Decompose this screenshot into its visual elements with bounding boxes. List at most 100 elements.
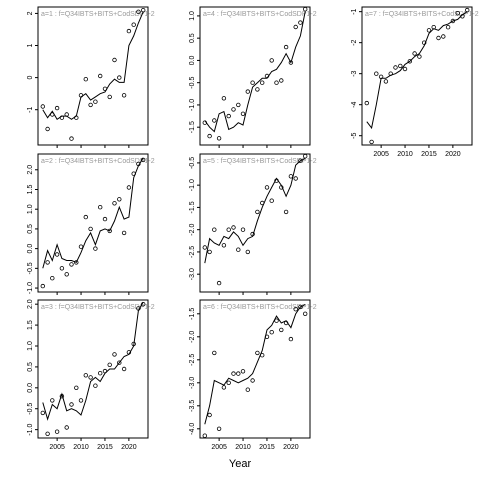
data-point bbox=[112, 201, 117, 206]
data-point bbox=[250, 378, 255, 383]
data-point bbox=[264, 185, 270, 190]
data-point bbox=[107, 362, 112, 367]
y-tick-label: -1.5 bbox=[189, 308, 196, 320]
x-tick-label: 2020 bbox=[121, 444, 137, 451]
data-point bbox=[383, 79, 389, 84]
data-point bbox=[283, 44, 289, 50]
data-point bbox=[231, 225, 236, 230]
data-point bbox=[202, 120, 207, 125]
y-tick-label: 1.5 bbox=[27, 185, 34, 195]
data-point bbox=[202, 433, 207, 438]
data-point bbox=[240, 111, 246, 116]
y-tick-label: 0.5 bbox=[27, 224, 34, 234]
y-tick-label: -2.5 bbox=[189, 246, 196, 258]
data-point bbox=[107, 228, 112, 234]
panel-a6: a=6 : f=Q34IBTS+BITS+CodSDP1-2 -4.0 -3.5 -3… bbox=[189, 299, 317, 451]
data-point bbox=[264, 73, 270, 79]
y-tick-label: -4 bbox=[351, 101, 358, 107]
data-point bbox=[212, 118, 217, 123]
data-point bbox=[283, 320, 289, 326]
data-point bbox=[274, 318, 279, 323]
y-tick-label: -1.0 bbox=[189, 179, 196, 191]
data-point bbox=[117, 360, 122, 365]
data-point bbox=[293, 307, 298, 312]
data-point bbox=[269, 198, 274, 203]
panel-title: a=2 : f=Q34IBTS+BITS+CodSDP1-2 bbox=[41, 158, 155, 165]
data-point bbox=[245, 387, 250, 392]
x-tick-label: 2010 bbox=[397, 151, 413, 158]
y-tick-label: 2.0 bbox=[27, 165, 34, 175]
data-point bbox=[388, 71, 393, 76]
data-point bbox=[78, 398, 84, 403]
panel-a4: a=4 : f=Q34IBTS+BITS+CodSDP1-2 -1.5 -1.0 -0… bbox=[189, 6, 317, 148]
y-tick-label: 2 bbox=[27, 11, 34, 15]
y-tick-label: 0.0 bbox=[27, 244, 34, 254]
data-point bbox=[398, 63, 403, 69]
data-point bbox=[293, 24, 298, 30]
data-point bbox=[97, 371, 103, 376]
y-tick-label: -0.5 bbox=[189, 77, 196, 89]
data-point bbox=[121, 93, 127, 98]
data-point bbox=[216, 136, 222, 141]
data-point bbox=[378, 74, 384, 79]
data-point bbox=[236, 371, 241, 376]
y-tick-label: -1 bbox=[27, 106, 34, 112]
data-point bbox=[83, 373, 88, 378]
data-point bbox=[121, 230, 127, 236]
data-point bbox=[393, 65, 398, 70]
data-point bbox=[269, 330, 274, 335]
data-point bbox=[121, 366, 127, 372]
panel-title: a=6 : f=Q34IBTS+BITS+CodSDP1-2 bbox=[203, 304, 317, 311]
data-point bbox=[117, 197, 122, 202]
data-point bbox=[298, 304, 303, 310]
data-point bbox=[298, 158, 303, 163]
data-point bbox=[255, 209, 260, 215]
data-point bbox=[140, 302, 146, 307]
data-point bbox=[221, 96, 227, 101]
data-point bbox=[131, 22, 136, 27]
data-point bbox=[207, 133, 212, 139]
data-point bbox=[64, 112, 69, 117]
data-point bbox=[78, 244, 84, 249]
y-tick-label: -2.5 bbox=[189, 354, 196, 366]
data-point bbox=[226, 380, 231, 385]
y-tick-label: -5 bbox=[351, 132, 358, 138]
fit-line bbox=[42, 301, 144, 421]
data-point bbox=[93, 383, 98, 388]
y-tick-label: -1.0 bbox=[27, 423, 34, 435]
data-point bbox=[140, 7, 146, 13]
data-point bbox=[59, 266, 65, 271]
data-point bbox=[245, 249, 250, 255]
data-point bbox=[279, 185, 284, 190]
data-point bbox=[64, 425, 69, 430]
y-tick-label: 0.5 bbox=[189, 33, 196, 43]
data-point bbox=[279, 327, 284, 333]
data-point bbox=[250, 231, 255, 237]
data-point bbox=[441, 34, 446, 39]
data-point bbox=[240, 227, 246, 232]
x-tick-label: 2005 bbox=[211, 444, 227, 451]
x-axis-label: Year bbox=[228, 458, 252, 470]
y-tick-label: -1.5 bbox=[189, 121, 196, 133]
data-point bbox=[83, 214, 88, 220]
data-point bbox=[112, 352, 117, 357]
data-point bbox=[212, 350, 217, 356]
y-tick-label: 0 bbox=[27, 76, 34, 80]
data-point bbox=[40, 410, 45, 416]
data-point bbox=[54, 429, 60, 434]
data-point bbox=[126, 350, 132, 355]
y-tick-label: -3.5 bbox=[189, 400, 196, 412]
panel-a3: a=3 : f=Q34IBTS+BITS+CodSDP1-2 -1.0 -0.5 0.… bbox=[27, 299, 155, 451]
data-point bbox=[216, 280, 222, 286]
data-point bbox=[226, 227, 231, 232]
y-tick-label: 1 bbox=[27, 43, 34, 47]
fit-line bbox=[366, 11, 468, 130]
data-point bbox=[260, 80, 265, 85]
data-point bbox=[126, 185, 132, 190]
data-point bbox=[126, 28, 132, 34]
panel-a1: a=1 : f=Q34IBTS+BITS+CodSDP1-2 -1 0 1 2 bbox=[27, 6, 155, 148]
y-tick-label: 2.0 bbox=[27, 299, 34, 309]
data-point bbox=[102, 86, 108, 91]
y-tick-label: -2.0 bbox=[189, 224, 196, 236]
data-point bbox=[422, 40, 427, 45]
